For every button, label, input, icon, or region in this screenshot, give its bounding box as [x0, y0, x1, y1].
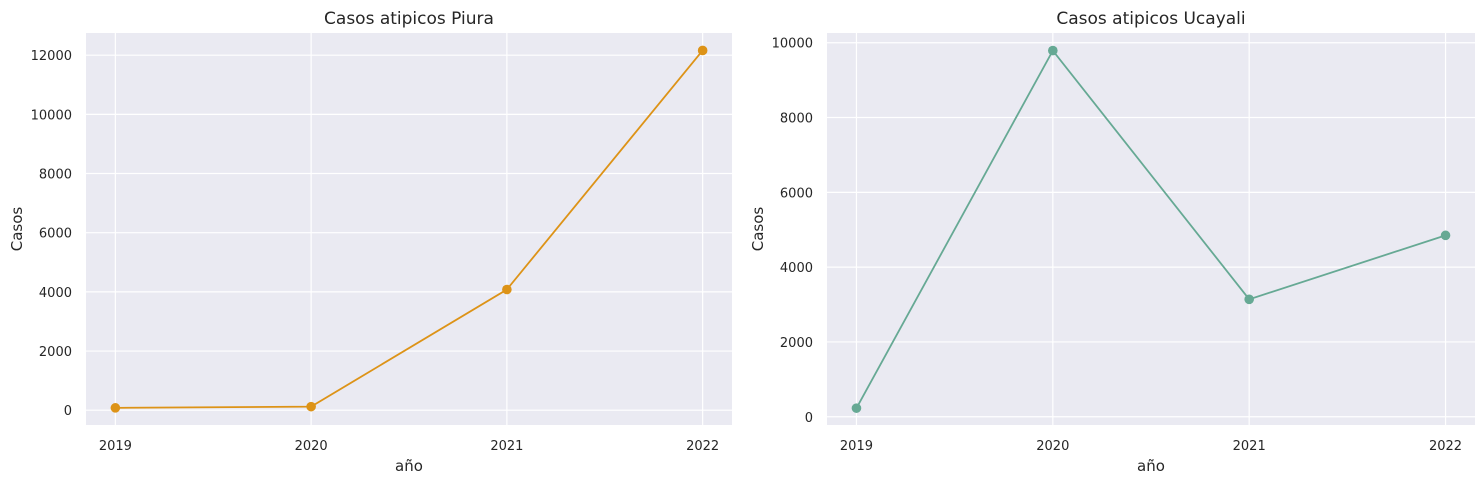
ucayali-x-tick-label: 2020 — [1036, 439, 1069, 454]
piura-x-tick-label: 2021 — [490, 439, 523, 454]
ucayali-y-tick-label: 8000 — [780, 112, 813, 127]
ucayali-x-tick-label: 2021 — [1233, 439, 1266, 454]
ucayali-x-axis-label: año — [1137, 457, 1165, 475]
ucayali-y-tick-label: 4000 — [780, 261, 813, 276]
ucayali-y-tick-label: 6000 — [780, 186, 813, 201]
ucayali-data-point — [1440, 230, 1451, 241]
ucayali-y-tick-label: 2000 — [780, 336, 813, 351]
piura-data-point — [697, 45, 708, 56]
ucayali-chart: 2019 2020 2021 2022 0 2000 4000 6000 8000 10000 Ca… — [749, 9, 1475, 475]
piura-y-tick-label: 12000 — [31, 49, 72, 64]
piura-data-point — [502, 284, 512, 295]
ucayali-x-tick-label: 2019 — [840, 439, 873, 454]
piura-y-tick-label: 0 — [64, 404, 72, 419]
piura-y-tick-label: 6000 — [39, 227, 72, 242]
piura-data-point — [306, 401, 316, 412]
piura-y-tick-label: 8000 — [39, 168, 72, 183]
piura-y-tick-label: 4000 — [39, 286, 72, 301]
piura-plot-area — [86, 33, 732, 425]
piura-y-axis-label: Casos — [8, 207, 26, 252]
piura-y-tick-label: 10000 — [31, 108, 72, 123]
ucayali-chart-title: Casos atipicos Ucayali — [1056, 9, 1245, 29]
ucayali-y-tick-label: 10000 — [772, 37, 813, 52]
piura-x-tick-label: 2019 — [99, 439, 132, 454]
piura-series-line — [115, 49, 704, 409]
ucayali-y-axis-label: Casos — [749, 207, 767, 252]
ucayali-x-tick-label: 2022 — [1429, 439, 1462, 454]
piura-x-tick-label: 2020 — [295, 439, 328, 454]
ucayali-series-line — [855, 48, 1446, 409]
piura-y-tick-label: 2000 — [39, 345, 72, 360]
piura-chart-title: Casos atipicos Piura — [324, 9, 494, 29]
ucayali-y-tick-label: 0 — [805, 411, 813, 426]
ucayali-data-point — [851, 403, 862, 413]
piura-data-point — [110, 403, 121, 413]
piura-x-tick-label: 2022 — [686, 439, 719, 454]
piura-chart: 2019 2020 2021 2022 0 2000 4000 6000 8000 10000 12… — [8, 9, 732, 475]
ucayali-plot-area — [827, 33, 1475, 425]
ucayali-data-point — [1244, 294, 1254, 305]
ucayali-data-point — [1048, 45, 1058, 56]
piura-x-axis-label: año — [395, 457, 423, 475]
